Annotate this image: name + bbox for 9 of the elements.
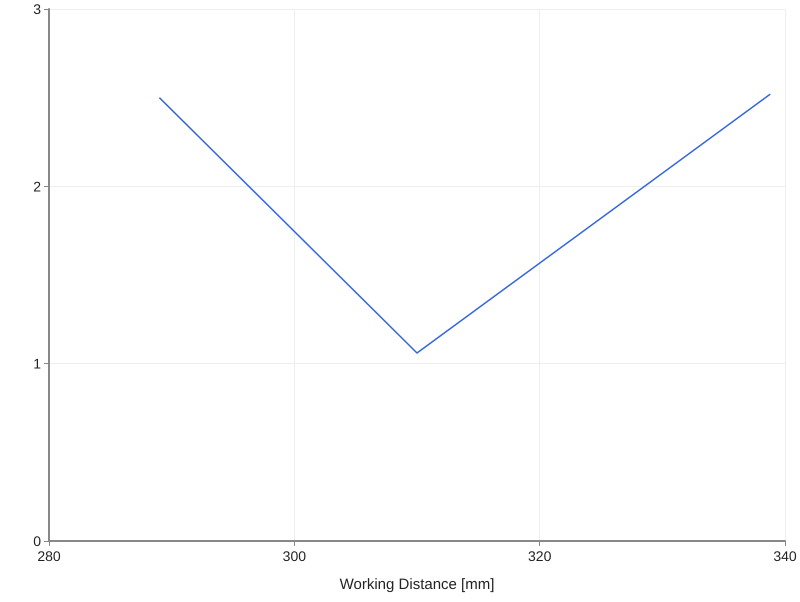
x-tick-label: 280 <box>37 548 61 564</box>
x-axis-title: Working Distance [mm] <box>340 576 494 593</box>
x-tick-label: 320 <box>528 548 552 564</box>
x-tick-label: 340 <box>773 548 797 564</box>
y-tick-label: 2 <box>33 178 42 194</box>
y-tick-label: 3 <box>33 1 42 17</box>
x-tick-label: 300 <box>282 548 306 564</box>
y-tick-label: 0 <box>33 533 42 549</box>
y-tick-label: 1 <box>33 356 42 372</box>
